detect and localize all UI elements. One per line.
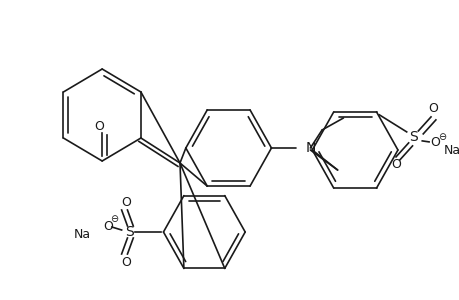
Text: S: S [125,225,134,239]
Text: Na: Na [74,227,91,241]
Text: Na: Na [443,144,459,158]
Text: S: S [408,130,417,144]
Text: ⊖: ⊖ [110,214,118,224]
Text: O: O [121,196,131,208]
Text: O: O [121,256,131,268]
Text: O: O [429,136,439,149]
Text: O: O [94,119,104,133]
Text: O: O [390,158,400,171]
Text: O: O [427,102,437,116]
Text: ⊖: ⊖ [437,132,445,142]
Text: N: N [305,141,315,155]
Text: O: O [103,220,113,232]
